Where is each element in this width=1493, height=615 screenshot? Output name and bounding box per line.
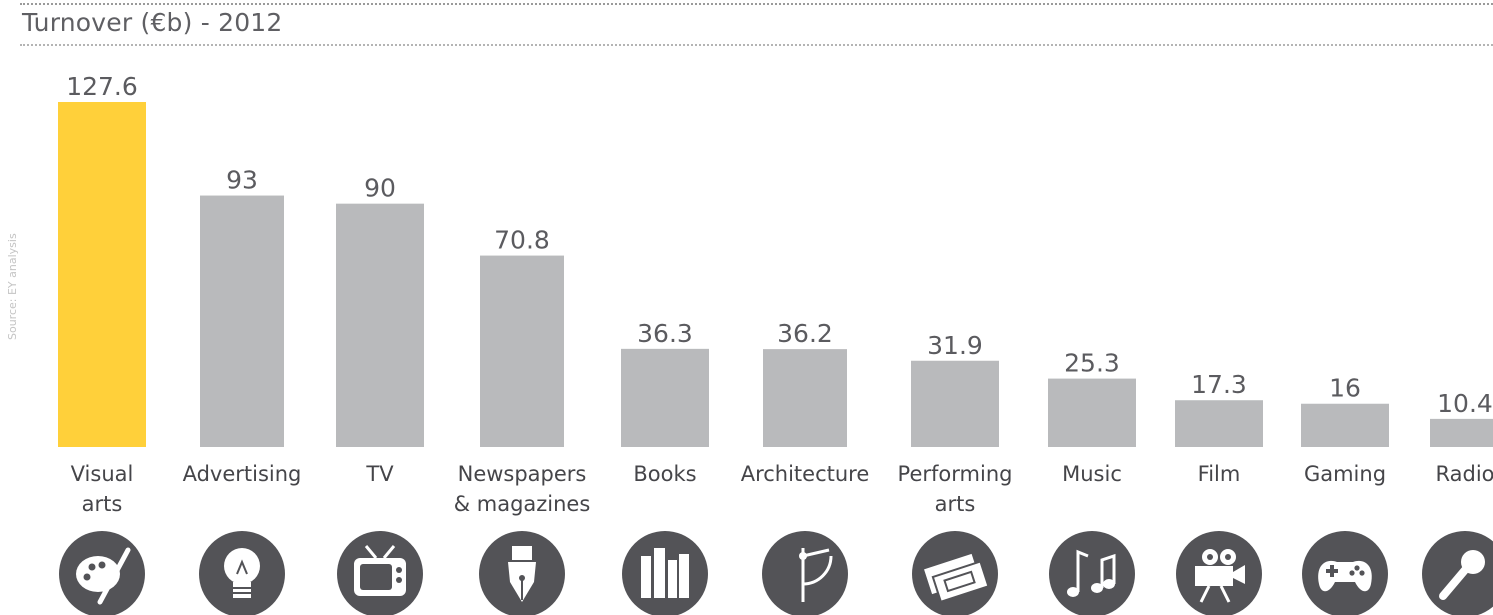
value-label-architecture: 36.2 [777,319,833,348]
category-label-visual-arts: arts [82,492,123,516]
bar-architecture [763,349,847,447]
chart-title: Turnover (€b) - 2012 [22,8,283,37]
film-camera-icon [1176,531,1262,615]
pen-nib-icon [479,531,565,615]
books-icon [622,531,708,615]
top-rule [20,3,1493,5]
microphone-icon [1422,531,1493,615]
compass-icon [762,531,848,615]
bar-advertising [200,195,284,447]
value-label-visual-arts: 127.6 [66,72,138,101]
category-label-music: Music [1062,462,1122,486]
category-label-newspapers-magazines: & magazines [454,492,591,516]
category-label-performing-arts: arts [935,492,976,516]
bar-film [1175,400,1263,447]
palette-icon [59,531,145,615]
title-rule [20,44,1493,46]
category-label-performing-arts: Performing [898,462,1013,486]
lightbulb-icon [199,531,285,615]
music-notes-icon [1049,531,1135,615]
value-label-advertising: 93 [226,166,258,195]
bar-performing-arts [911,360,999,447]
value-label-gaming: 16 [1329,374,1361,403]
bar-newspapers-magazines [480,255,564,447]
category-label-film: Film [1198,462,1241,486]
tv-icon [337,531,423,615]
bar-music [1048,378,1136,447]
value-label-newspapers-magazines: 70.8 [494,226,550,255]
value-label-tv: 90 [364,174,396,203]
bar-radio [1430,418,1493,447]
category-label-visual-arts: Visual [71,462,134,486]
category-label-advertising: Advertising [183,462,302,486]
bar-books [621,348,709,447]
category-label-radio: Radio [1435,462,1493,486]
category-label-gaming: Gaming [1304,462,1386,486]
value-label-radio: 10.4 [1437,389,1493,418]
value-label-film: 17.3 [1191,370,1247,399]
bar-gaming [1301,403,1389,447]
bar-tv [336,203,424,447]
category-label-books: Books [633,462,696,486]
category-label-tv: TV [365,462,394,486]
value-label-performing-arts: 31.9 [927,331,983,360]
category-label-architecture: Architecture [741,462,870,486]
value-label-books: 36.3 [637,319,693,348]
category-label-newspapers-magazines: Newspapers [458,462,587,486]
gamepad-icon [1302,531,1388,615]
tickets-icon [912,531,998,615]
bar-visual-arts [58,102,146,447]
value-label-music: 25.3 [1064,349,1120,378]
